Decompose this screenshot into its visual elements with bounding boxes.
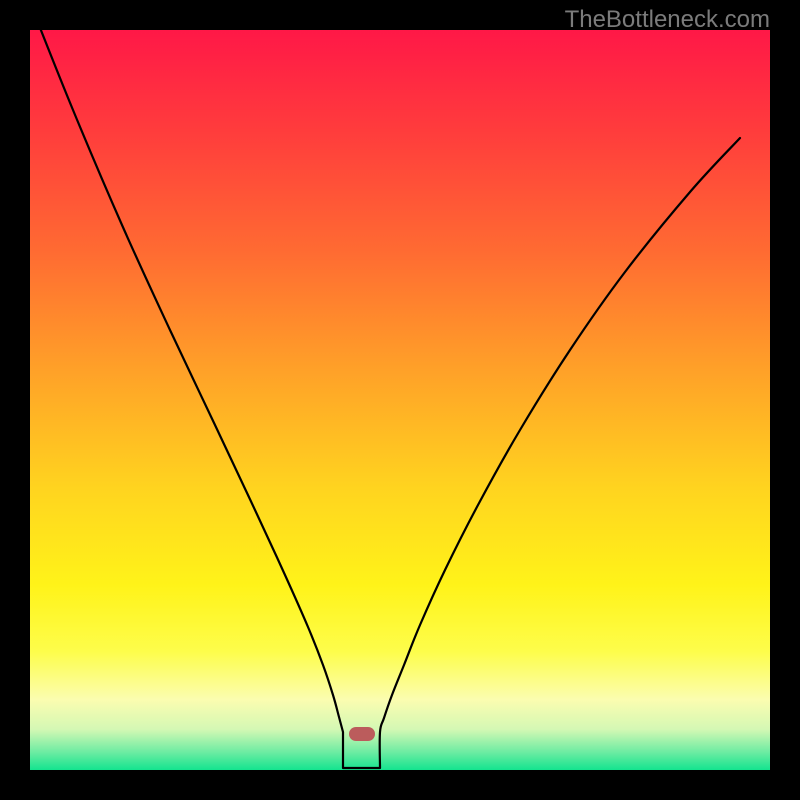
optimum-marker bbox=[349, 727, 375, 741]
bottleneck-chart bbox=[0, 0, 800, 800]
chart-frame bbox=[0, 0, 800, 800]
watermark-text: TheBottleneck.com bbox=[565, 6, 770, 34]
gradient-background bbox=[30, 30, 770, 770]
